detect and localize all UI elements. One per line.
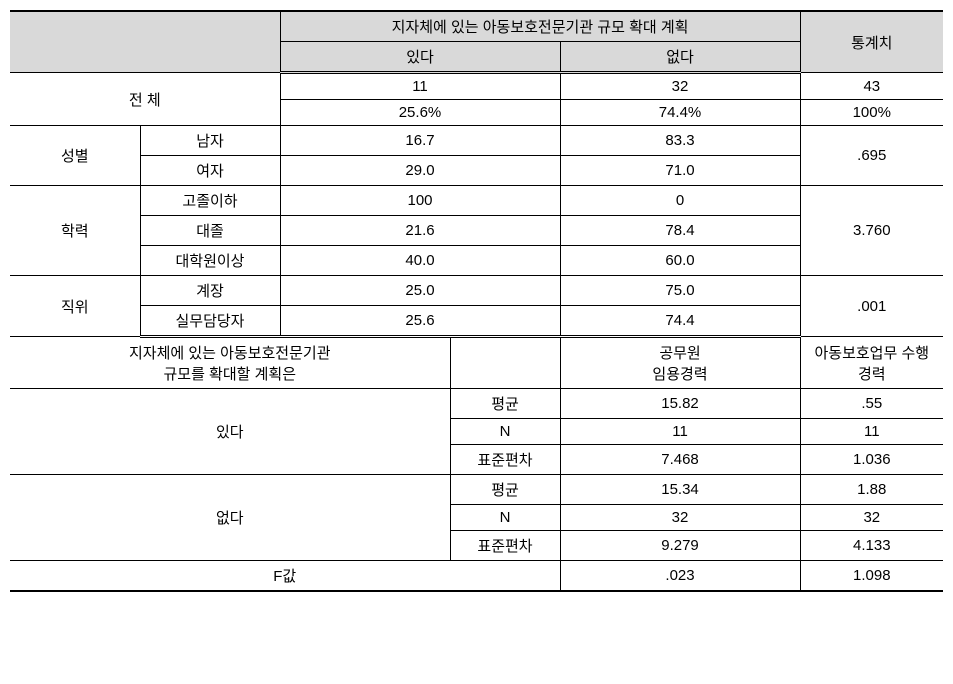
lower-yes-sd-c2: 1.036 [800, 445, 943, 475]
gender-female-yes: 29.0 [280, 156, 560, 186]
pos-staff-yes: 25.6 [280, 306, 560, 337]
pos-stat: .001 [800, 276, 943, 337]
total-stat-n: 43 [800, 73, 943, 100]
total-yes-n: 11 [280, 73, 560, 100]
lower-no-n-c1: 32 [560, 505, 800, 531]
lower-yes-n-c2: 11 [800, 419, 943, 445]
edu-ba-label: 대졸 [140, 216, 280, 246]
header-yes: 있다 [280, 42, 560, 73]
gender-male-label: 남자 [140, 126, 280, 156]
edu-grad-yes: 40.0 [280, 246, 560, 276]
pos-staff-no: 74.4 [560, 306, 800, 337]
stats-table: 지자체에 있는 아동보호전문기관 규모 확대 계획 통계치 있다 없다 전 체 … [10, 10, 943, 592]
lower-yes-label: 있다 [10, 389, 450, 475]
total-no-pct: 74.4% [560, 100, 800, 126]
lower-col2-line1: 아동보호업무 수행 [814, 345, 929, 362]
pos-head-yes: 25.0 [280, 276, 560, 306]
header-no: 없다 [560, 42, 800, 73]
lower-row-title-line1: 지자체에 있는 아동보호전문기관 [129, 345, 331, 362]
pos-head-no: 75.0 [560, 276, 800, 306]
header-stat: 통계치 [800, 11, 943, 73]
pos-label: 직위 [10, 276, 140, 337]
lower-no-n-label: N [450, 505, 560, 531]
lower-row-title-line2: 규모를 확대할 계획은 [163, 366, 296, 383]
lower-yes-mean-c2: .55 [800, 389, 943, 419]
header-plan-title: 지자체에 있는 아동보호전문기관 규모 확대 계획 [280, 11, 800, 42]
lower-col1-header: 공무원 임용경력 [560, 337, 800, 389]
lower-col1-line1: 공무원 [659, 345, 700, 362]
edu-hs-yes: 100 [280, 186, 560, 216]
lower-no-mean-c2: 1.88 [800, 475, 943, 505]
lower-yes-mean-label: 평균 [450, 389, 560, 419]
edu-grad-label: 대학원이상 [140, 246, 280, 276]
pos-head-label: 계장 [140, 276, 280, 306]
edu-ba-no: 78.4 [560, 216, 800, 246]
lower-no-n-c2: 32 [800, 505, 943, 531]
lower-col2-header: 아동보호업무 수행 경력 [800, 337, 943, 389]
lower-no-sd-c2: 4.133 [800, 531, 943, 561]
f-c2: 1.098 [800, 561, 943, 592]
lower-no-mean-label: 평균 [450, 475, 560, 505]
edu-label: 학력 [10, 186, 140, 276]
lower-yes-mean-c1: 15.82 [560, 389, 800, 419]
edu-stat: 3.760 [800, 186, 943, 276]
gender-female-no: 71.0 [560, 156, 800, 186]
lower-no-sd-label: 표준편차 [450, 531, 560, 561]
gender-male-yes: 16.7 [280, 126, 560, 156]
total-no-n: 32 [560, 73, 800, 100]
lower-no-mean-c1: 15.34 [560, 475, 800, 505]
edu-hs-no: 0 [560, 186, 800, 216]
gender-stat: .695 [800, 126, 943, 186]
lower-blank-col [450, 337, 560, 389]
lower-yes-n-label: N [450, 419, 560, 445]
lower-yes-sd-label: 표준편차 [450, 445, 560, 475]
gender-male-no: 83.3 [560, 126, 800, 156]
lower-no-sd-c1: 9.279 [560, 531, 800, 561]
lower-col1-line2: 임용경력 [652, 366, 707, 383]
lower-no-label: 없다 [10, 475, 450, 561]
lower-col2-line2: 경력 [858, 366, 886, 383]
header-blank [10, 11, 280, 73]
total-stat-pct: 100% [800, 100, 943, 126]
pos-staff-label: 실무담당자 [140, 306, 280, 337]
edu-hs-label: 고졸이하 [140, 186, 280, 216]
total-yes-pct: 25.6% [280, 100, 560, 126]
f-label: F값 [10, 561, 560, 592]
edu-grad-no: 60.0 [560, 246, 800, 276]
lower-yes-n-c1: 11 [560, 419, 800, 445]
edu-ba-yes: 21.6 [280, 216, 560, 246]
f-c1: .023 [560, 561, 800, 592]
gender-female-label: 여자 [140, 156, 280, 186]
total-label: 전 체 [10, 73, 280, 126]
lower-yes-sd-c1: 7.468 [560, 445, 800, 475]
lower-row-title: 지자체에 있는 아동보호전문기관 규모를 확대할 계획은 [10, 337, 450, 389]
gender-label: 성별 [10, 126, 140, 186]
